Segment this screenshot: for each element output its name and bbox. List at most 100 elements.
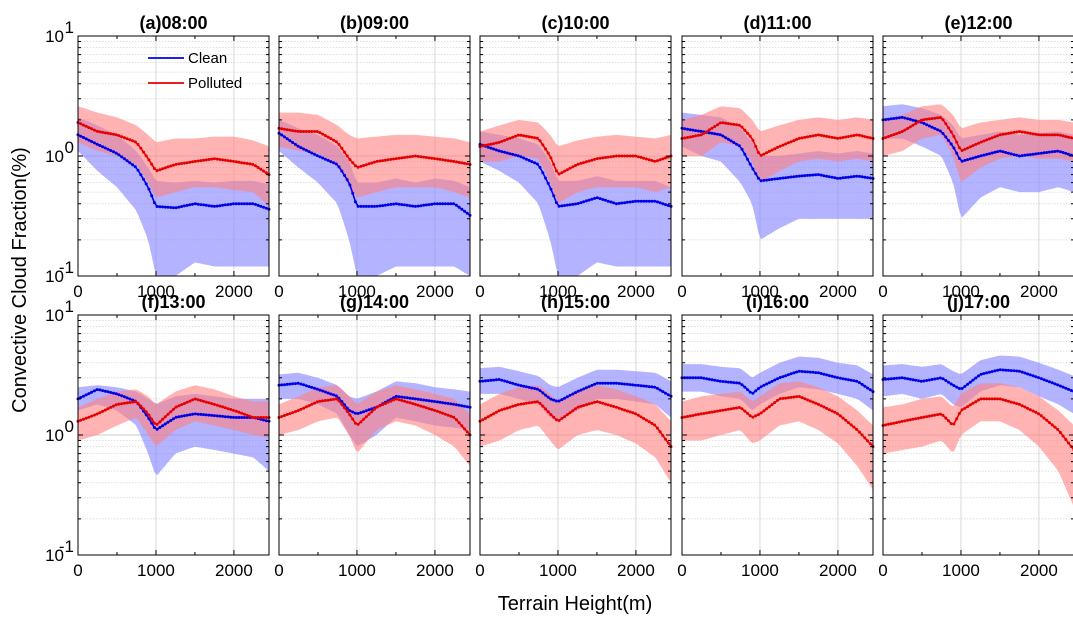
data-point-clean [786, 175, 790, 179]
data-point-clean [204, 413, 208, 417]
data-point-polluted [389, 157, 393, 161]
data-point-polluted [204, 158, 208, 162]
data-point-polluted [814, 133, 818, 137]
data-point-polluted [732, 406, 736, 410]
x-tick-label: 2000 [215, 282, 253, 301]
data-point-polluted [696, 133, 700, 137]
data-point-clean [606, 381, 610, 385]
data-point-polluted [1053, 133, 1057, 137]
data-point-polluted [576, 405, 580, 409]
data-point-clean [601, 198, 605, 201]
data-point-polluted [830, 135, 834, 139]
data-point-polluted [169, 410, 173, 414]
data-point-clean [938, 129, 942, 133]
data-point-polluted [446, 159, 450, 163]
data-point-polluted [454, 160, 458, 164]
data-point-clean [925, 379, 929, 382]
data-point-clean [595, 381, 599, 385]
data-point-clean [207, 204, 211, 208]
data-point-polluted [1012, 401, 1016, 405]
data-point-polluted [1015, 402, 1019, 406]
data-point-clean [95, 388, 99, 392]
data-point-polluted [519, 133, 523, 137]
data-point-clean [906, 117, 910, 121]
data-point-polluted [500, 139, 504, 143]
data-point-clean [756, 387, 760, 391]
data-point-polluted [345, 409, 349, 413]
data-point-clean [647, 199, 651, 203]
data-point-clean [849, 378, 853, 382]
data-point-clean [732, 381, 736, 385]
data-point-polluted [863, 135, 867, 139]
data-point-clean [977, 155, 980, 158]
data-point-clean [1061, 151, 1065, 154]
y-tick-label-exponent: 1 [65, 297, 74, 316]
data-point-clean [710, 378, 714, 382]
data-point-clean [481, 379, 485, 383]
data-point-polluted [936, 116, 940, 120]
data-point-polluted [751, 138, 755, 142]
data-point-clean [756, 176, 760, 180]
data-point-clean [686, 127, 689, 131]
data-point-clean [552, 398, 556, 402]
data-point-clean [533, 161, 537, 165]
data-point-clean [430, 399, 434, 403]
data-point-clean [394, 394, 398, 398]
data-point-clean [765, 382, 769, 386]
data-point-clean [732, 141, 736, 144]
data-point-clean [158, 426, 162, 429]
data-point-polluted [554, 169, 558, 173]
data-point-clean [634, 199, 637, 203]
data-point-clean [310, 151, 314, 155]
data-point-clean [827, 175, 831, 179]
data-point-polluted [868, 136, 872, 140]
data-point-clean [87, 138, 91, 142]
data-point-clean [554, 399, 558, 403]
data-point-polluted [296, 409, 300, 413]
data-point-clean [990, 151, 994, 155]
data-point-clean [751, 391, 755, 395]
data-point-polluted [1047, 421, 1051, 425]
data-point-clean [530, 160, 534, 164]
data-point-clean [1034, 375, 1038, 379]
data-point-clean [403, 396, 406, 399]
data-point-polluted [644, 418, 648, 422]
data-point-clean [452, 402, 456, 406]
data-point-polluted [210, 402, 214, 406]
data-point-clean [974, 376, 978, 380]
data-point-polluted [593, 157, 597, 161]
data-point-polluted [367, 162, 371, 166]
data-point-clean [519, 155, 523, 159]
data-point-polluted [947, 419, 950, 423]
data-point-clean [557, 399, 561, 403]
x-tick-label: 2000 [819, 561, 857, 580]
data-point-polluted [109, 405, 113, 409]
data-point-polluted [446, 413, 450, 417]
data-point-polluted [941, 118, 945, 122]
data-point-polluted [92, 128, 96, 132]
data-point-polluted [125, 401, 129, 405]
data-point-clean [98, 388, 102, 392]
data-point-clean [650, 199, 654, 203]
data-point-polluted [460, 161, 464, 165]
y-tick-label: 10 [45, 267, 64, 286]
data-point-clean [664, 391, 667, 395]
data-point-clean [251, 202, 255, 206]
data-point-polluted [825, 406, 829, 410]
data-point-clean [283, 383, 286, 387]
data-point-polluted [310, 402, 314, 406]
data-point-clean [811, 370, 815, 374]
data-point-polluted [120, 402, 124, 406]
data-point-clean [106, 390, 110, 394]
data-point-clean [563, 396, 567, 400]
data-point-polluted [765, 407, 769, 411]
data-point-clean [193, 412, 197, 416]
data-point-polluted [866, 439, 869, 443]
data-point-polluted [161, 167, 165, 171]
data-point-polluted [353, 164, 357, 168]
data-point-clean [938, 376, 942, 380]
data-point-polluted [696, 412, 700, 416]
data-point-polluted [933, 413, 937, 417]
data-point-polluted [291, 411, 295, 415]
data-point-clean [199, 203, 203, 207]
